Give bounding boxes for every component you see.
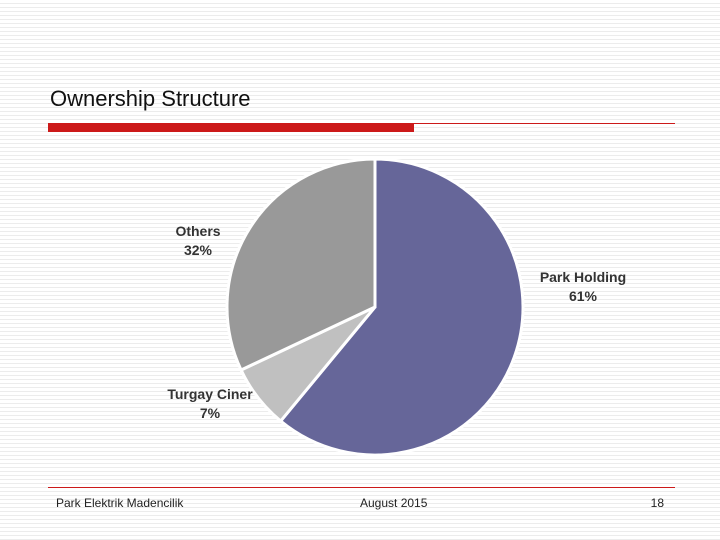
slice-value-label: 61%	[569, 288, 598, 304]
pie-slice	[225, 157, 377, 373]
pie: Park Holding 61% Turgay Ciner 7% Others 32%	[167, 157, 626, 457]
footer-page: 18	[651, 496, 665, 510]
pie-slice	[278, 157, 525, 457]
slice-value-label: 32%	[184, 242, 213, 258]
slice-value-label: 7%	[200, 405, 221, 421]
footer-center: August 2015	[360, 496, 428, 510]
footer-left: Park Elektrik Madencilik	[56, 496, 184, 510]
slice-name: Park Holding	[540, 269, 626, 285]
slice-name: Others	[175, 223, 220, 239]
slice-name: Turgay Ciner	[167, 386, 253, 402]
title-bar	[48, 123, 414, 132]
slide-title: Ownership Structure	[50, 86, 251, 111]
